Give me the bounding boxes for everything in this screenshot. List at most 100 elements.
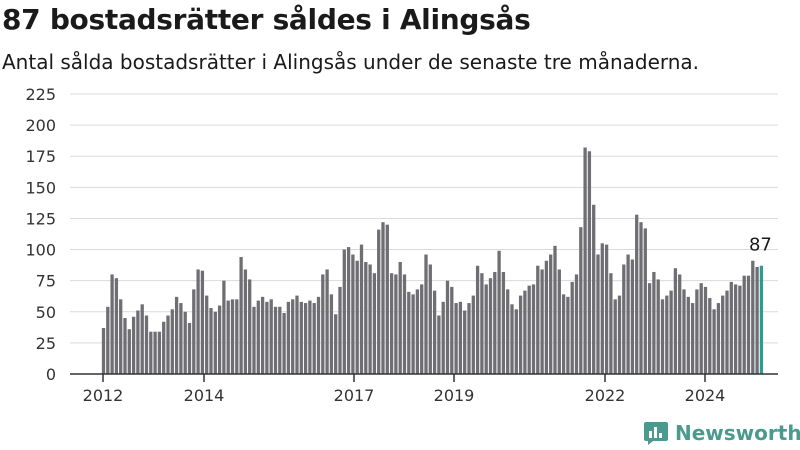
bar — [708, 298, 712, 374]
bar — [187, 322, 192, 374]
bar — [183, 311, 187, 374]
bar — [303, 303, 308, 374]
bar — [549, 254, 553, 374]
bars — [101, 147, 764, 374]
y-tick-label: 100 — [25, 241, 56, 260]
bar — [411, 294, 415, 374]
bar — [295, 295, 299, 374]
bar — [690, 303, 695, 374]
bar — [484, 284, 488, 374]
bar — [682, 289, 686, 374]
y-tick-label: 225 — [25, 85, 56, 104]
bar — [639, 222, 643, 374]
bar — [278, 306, 282, 374]
bar — [480, 273, 484, 374]
bar — [144, 315, 149, 374]
bar — [544, 260, 549, 374]
bar — [131, 316, 136, 374]
bar — [592, 204, 596, 374]
bar — [106, 306, 110, 374]
bar — [536, 265, 540, 374]
bar — [140, 304, 144, 374]
bar — [119, 299, 123, 374]
bar — [437, 315, 441, 374]
x-tick-label: 2019 — [434, 386, 475, 405]
bar — [600, 243, 604, 374]
bar — [316, 296, 321, 374]
bar — [424, 254, 428, 374]
bar — [450, 286, 454, 374]
bar — [596, 254, 600, 374]
bar — [282, 313, 286, 374]
bar — [514, 309, 518, 374]
chart-title: 87 bostadsrätter såldes i Alingsås — [2, 3, 531, 36]
bar — [686, 296, 690, 374]
bar — [308, 300, 312, 374]
bar — [678, 274, 682, 374]
bar — [751, 260, 755, 374]
bar — [398, 262, 402, 374]
bar — [136, 310, 140, 374]
bar — [123, 318, 127, 374]
bar — [174, 296, 179, 374]
bar — [441, 301, 445, 374]
y-tick-label: 25 — [36, 334, 56, 353]
bar — [226, 300, 230, 374]
bar — [458, 301, 463, 374]
bar — [222, 280, 226, 374]
bar — [101, 327, 106, 374]
x-tick-label: 2024 — [685, 386, 726, 405]
bar — [157, 331, 162, 374]
y-tick-label: 175 — [25, 147, 56, 166]
gridlines — [70, 93, 778, 344]
bar — [389, 273, 394, 374]
bar — [579, 227, 583, 374]
bar — [703, 286, 708, 374]
bar — [742, 275, 746, 374]
bar — [510, 304, 514, 374]
bar — [574, 274, 579, 374]
bar — [746, 275, 751, 374]
bar — [695, 289, 699, 374]
bar — [604, 244, 609, 374]
y-tick-label: 125 — [25, 209, 56, 228]
bar — [235, 299, 239, 374]
bar — [325, 269, 329, 374]
bar — [609, 273, 613, 374]
bar — [630, 259, 635, 374]
bar — [260, 296, 265, 374]
bar — [613, 299, 617, 374]
bar — [716, 303, 721, 374]
bar — [385, 224, 389, 374]
y-tick-label: 150 — [25, 178, 56, 197]
bar — [488, 278, 493, 374]
bar — [570, 281, 574, 374]
newsworthy-logo[interactable]: Newsworthy — [643, 418, 800, 448]
bar — [721, 295, 725, 374]
bar — [643, 228, 647, 374]
bar — [239, 257, 243, 374]
bar — [566, 296, 570, 374]
bar — [205, 295, 209, 374]
bar — [321, 274, 325, 374]
y-axis-tick-labels: 0 25 50 75 100 125 150 175 200 225 — [25, 85, 56, 384]
bar — [527, 285, 531, 374]
bar — [738, 285, 742, 374]
bar — [733, 284, 738, 374]
bar — [273, 306, 278, 374]
latest-value-label: 87 — [749, 235, 772, 256]
x-axis: 2012 2014 2017 2019 2022 2024 — [70, 373, 778, 405]
bar — [372, 273, 377, 374]
bar — [557, 269, 561, 374]
bar — [110, 274, 114, 374]
bar — [402, 274, 407, 374]
bar — [531, 284, 536, 374]
bar — [647, 283, 652, 374]
bar — [725, 290, 729, 374]
bar — [368, 264, 372, 374]
bar — [153, 331, 157, 374]
bar — [622, 264, 626, 374]
bar — [432, 290, 437, 374]
bar — [114, 278, 119, 374]
bar-latest — [759, 265, 764, 374]
